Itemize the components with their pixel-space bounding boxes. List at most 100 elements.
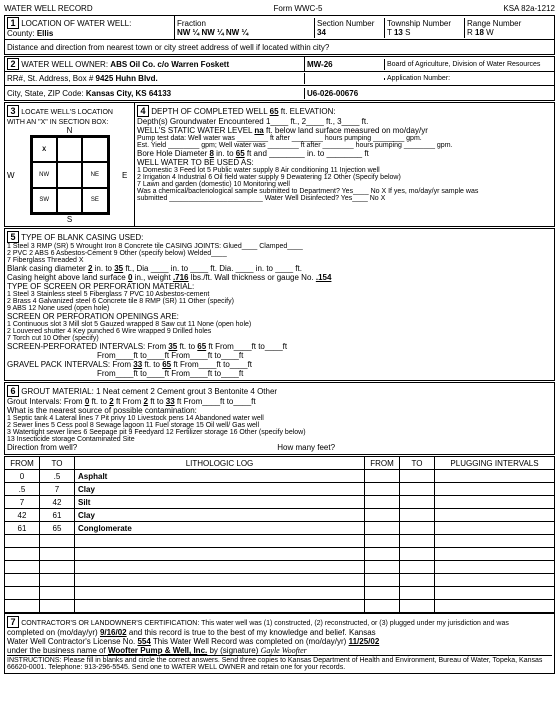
s2-title: WATER WELL OWNER: xyxy=(21,60,108,69)
s2-city-lbl: City, State, ZIP Code: xyxy=(7,89,84,98)
s4-static-txt: ft. below land surface measured on mo/da… xyxy=(266,126,428,135)
grid-nw: NW xyxy=(32,162,57,187)
table-cell xyxy=(435,561,555,574)
s1-frac-lbl: Fraction xyxy=(177,19,206,28)
s1-range-lbl: Range Number xyxy=(467,19,521,28)
s5-title: TYPE OF BLANK CASING USED: xyxy=(21,233,143,242)
compass-e: E xyxy=(122,135,132,215)
s4-depth-lbl: DEPTH OF COMPLETED WELL xyxy=(151,107,267,116)
s5-gauge: .154 xyxy=(316,273,332,282)
table-cell xyxy=(40,574,75,587)
table-cell: Clay xyxy=(75,509,365,522)
section-3-box: 3 LOCATE WELL'S LOCATION WITH AN "X" IN … xyxy=(5,103,135,226)
s7-lic: 554 xyxy=(137,637,150,646)
gi-f2: 2 xyxy=(144,397,148,406)
header-title: WATER WELL RECORD xyxy=(4,4,93,13)
gw1: 1 xyxy=(266,117,270,126)
gi-t2: 33 xyxy=(166,397,175,406)
sp-from: 35 xyxy=(168,342,177,351)
s4-static-lbl: WELL'S STATIC WATER LEVEL xyxy=(137,126,252,135)
s7-date2: 11/25/02 xyxy=(349,637,380,646)
section-grid: X NWNE SWSE xyxy=(30,135,110,215)
table-cell: 61 xyxy=(40,509,75,522)
section-3-4: 3 LOCATE WELL'S LOCATION WITH AN "X" IN … xyxy=(4,102,555,227)
s2-addr-lbl: RR#, St. Address, Box # xyxy=(7,74,93,83)
s5-casing: Casing height above land surface xyxy=(7,273,126,282)
table-cell xyxy=(5,561,40,574)
table-row: 6165Conglomerate xyxy=(5,522,555,535)
table-cell xyxy=(365,483,400,496)
bore-to: in. to xyxy=(216,149,233,158)
table-cell xyxy=(365,561,400,574)
s1-town-dir: S xyxy=(405,28,410,37)
s1-sec: 34 xyxy=(317,28,326,37)
table-cell: 65 xyxy=(40,522,75,535)
s6-dir: Direction from well? xyxy=(7,443,77,452)
table-cell xyxy=(75,535,365,548)
table-cell xyxy=(365,574,400,587)
gp-from: 33 xyxy=(133,360,142,369)
table-cell xyxy=(365,522,400,535)
s1-town: 13 xyxy=(394,28,403,37)
table-cell: .5 xyxy=(40,470,75,483)
table-cell xyxy=(435,535,555,548)
table-cell xyxy=(75,587,365,600)
table-cell: 7 xyxy=(5,496,40,509)
table-cell xyxy=(435,574,555,587)
table-row xyxy=(5,587,555,600)
th-from2: FROM xyxy=(365,457,400,470)
s6-near-opts: 1 Septic tank 4 Lateral lines 7 Pit priv… xyxy=(7,415,552,443)
bdia: ft., Dia ____ in. to ____ ft. Dia. ____ … xyxy=(125,264,302,273)
table-cell xyxy=(365,509,400,522)
sp-to: 65 xyxy=(197,342,206,351)
table-cell xyxy=(365,535,400,548)
table-cell xyxy=(365,548,400,561)
table-cell xyxy=(5,574,40,587)
grid-ne: NE xyxy=(82,162,107,187)
section-2-owner: 2 WATER WELL OWNER: ABS Oil Co. c/o Warr… xyxy=(4,56,555,101)
table-cell: 61 xyxy=(5,522,40,535)
table-cell xyxy=(435,496,555,509)
gi-t1: 2 xyxy=(109,397,113,406)
gi-f1: 0 xyxy=(85,397,89,406)
form-container: WATER WELL RECORD Form WWC-5 KSA 82a-121… xyxy=(0,0,559,679)
table-cell xyxy=(435,509,555,522)
table-cell xyxy=(435,548,555,561)
table-cell xyxy=(75,548,365,561)
table-cell xyxy=(40,548,75,561)
s4-yield: Est. Yield ________ gpm; Well water was … xyxy=(137,142,552,149)
table-cell xyxy=(400,522,435,535)
table-cell: Conglomerate xyxy=(75,522,365,535)
form-header: WATER WELL RECORD Form WWC-5 KSA 82a-121… xyxy=(4,4,555,13)
wtlbs: lbs./ft. Wall thickness or gauge No. xyxy=(191,273,314,282)
table-cell xyxy=(400,574,435,587)
th-from: FROM xyxy=(5,457,40,470)
s2-app: U6-026-00676 xyxy=(307,89,358,98)
table-row: 742Silt xyxy=(5,496,555,509)
s4-elev: ft. ELEVATION: xyxy=(281,107,336,116)
s4-pump: Pump test data: Well water was ________ … xyxy=(137,135,552,142)
section-7-cert: 7 CONTRACTOR'S OR LANDOWNER'S CERTIFICAT… xyxy=(4,613,555,674)
s5-wt: .716 xyxy=(173,273,189,282)
s4-bore-lbl: Bore Hole Diameter xyxy=(137,149,207,158)
section-5-casing: 5 TYPE OF BLANK CASING USED: 1 Steel 3 R… xyxy=(4,228,555,381)
table-row: 4261Clay xyxy=(5,509,555,522)
s4-bore-d: 8 xyxy=(209,149,213,158)
th-to2: TO xyxy=(400,457,435,470)
table-cell xyxy=(75,600,365,613)
table-row xyxy=(5,574,555,587)
table-cell xyxy=(435,522,555,535)
table-cell xyxy=(365,587,400,600)
chwt: in., weight xyxy=(135,273,171,282)
table-cell xyxy=(365,600,400,613)
table-cell xyxy=(365,470,400,483)
s7-bus-lbl: under the business name of xyxy=(7,646,106,655)
s6-opts: 1 Neat cement 2 Cement grout 3 Bentonite… xyxy=(96,387,277,396)
s2-wellid: MW-26 xyxy=(307,60,333,69)
litho-header-row: FROM TO LITHOLOGIC LOG FROM TO PLUGGING … xyxy=(5,457,555,470)
bore-and: ft and ________ in. to ________ ft xyxy=(247,149,369,158)
table-row xyxy=(5,535,555,548)
s7-title: CONTRACTOR'S OR LANDOWNER'S CERTIFICATIO… xyxy=(21,620,509,627)
s1-county-lbl: County: xyxy=(7,29,35,38)
s5-ch: 0 xyxy=(128,273,132,282)
